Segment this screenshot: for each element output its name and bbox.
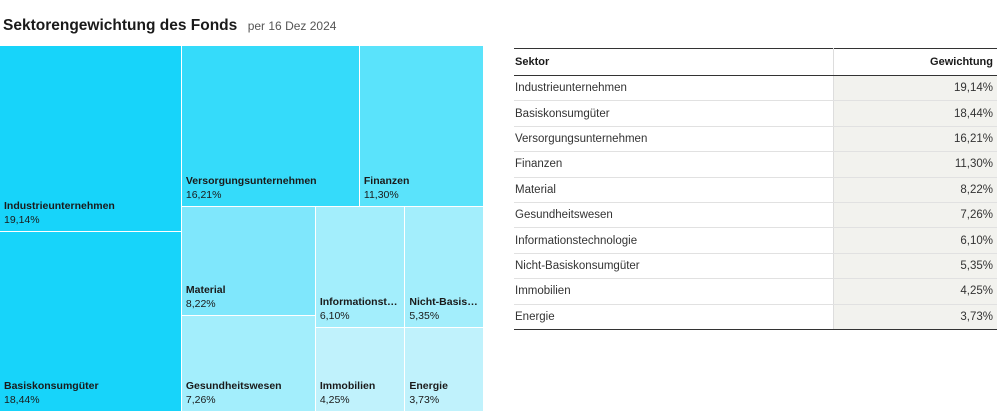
treemap-sector-name: Industrieunternehmen [4,200,115,213]
sector-name-cell: Industrieunternehmen [514,75,835,102]
chart-header: Sektorengewichtung des Fonds per 16 Dez … [3,17,336,35]
table-row: Material 8,22% [514,177,997,203]
treemap-sector-name: Nicht-Basisk... [409,295,480,308]
treemap-cell: Nicht-Basisk... 5,35% [405,207,484,328]
treemap-cell-label: Finanzen 11,30% [364,174,480,202]
sector-weight-cell: 11,30% [833,151,997,178]
treemap-sector-name: Finanzen [363,175,410,188]
sector-weight-cell: 8,22% [833,177,997,203]
treemap-cell: Versorgungsunternehmen 16,21% [181,46,360,208]
treemap-sector-name: Immobilien [319,379,376,392]
table-row: Immobilien 4,25% [514,278,997,305]
treemap-sector-value: 3,73% [409,393,440,406]
treemap-sector-name: Material [185,283,226,296]
chart-title: Sektorengewichtung des Fonds [3,17,238,34]
sector-weight-cell: 5,35% [833,253,997,280]
treemap-cell-label: Basiskonsumgüter 18,44% [4,379,178,407]
treemap-cell-label: Versorgungsunternehmen 16,21% [186,174,356,202]
treemap-cell: Gesundheitswesen 7,26% [181,315,316,412]
table-row: Basiskonsumgüter 18,44% [514,100,997,127]
table-row: Informationstechnologie 6,10% [514,227,997,254]
sector-weight-cell: 6,10% [833,227,997,254]
chart-date: per 16 Dez 2024 [247,19,337,33]
treemap-sector-name: Energie [409,379,448,392]
treemap-sector-name: Gesundheitswesen [185,379,282,392]
treemap-cell: Informationstec... 6,10% [315,207,406,328]
column-header-weight: Gewichtung [833,48,997,76]
treemap-cell: Basiskonsumgüter 18,44% [0,232,182,412]
treemap-sector-value: 18,44% [4,393,40,406]
treemap-cell-label: Material 8,22% [186,283,312,311]
table-row: Finanzen 11,30% [514,151,997,178]
sector-name-cell: Energie [514,304,835,330]
table-header-row: Sektor Gewichtung [514,48,997,76]
treemap-cell-label: Energie 3,73% [409,379,480,407]
treemap-cell: Finanzen 11,30% [359,46,484,208]
treemap-cell: Immobilien 4,25% [315,327,406,412]
treemap-sector-value: 6,10% [319,309,350,322]
treemap-cell: Material 8,22% [181,207,316,316]
sector-table-container: Sektor Gewichtung Industrieunternehmen 19… [514,48,997,330]
treemap-sector-value: 19,14% [4,214,40,227]
treemap-cell-label: Industrieunternehmen 19,14% [4,199,178,227]
sector-weight-cell: 16,21% [833,126,997,153]
sector-weight-cell: 18,44% [833,100,997,127]
sector-weight-cell: 7,26% [833,202,997,229]
treemap-sector-value: 7,26% [185,393,216,406]
sector-name-cell: Informationstechnologie [514,227,835,254]
table-row: Gesundheitswesen 7,26% [514,202,997,229]
sector-name-cell: Versorgungsunternehmen [514,126,835,153]
sector-weight-cell: 3,73% [833,304,997,330]
table-row: Versorgungsunternehmen 16,21% [514,126,997,153]
sector-name-cell: Material [514,177,835,203]
treemap-cell-label: Gesundheitswesen 7,26% [186,379,312,407]
sector-name-cell: Nicht-Basiskonsumgüter [514,253,835,280]
table-body: Industrieunternehmen 19,14% Basiskonsumgüt… [514,75,997,330]
sector-treemap: Industrieunternehmen 19,14% Basiskonsumgüt… [0,46,484,412]
sector-weight-cell: 4,25% [833,278,997,305]
treemap-sector-value: 11,30% [363,189,399,202]
table-row: Industrieunternehmen 19,14% [514,75,997,102]
treemap-sector-value: 5,35% [409,309,440,322]
sector-name-cell: Basiskonsumgüter [514,100,835,127]
treemap-sector-name: Basiskonsumgüter [4,379,99,392]
table-row: Energie 3,73% [514,304,997,330]
sector-name-cell: Immobilien [514,278,835,305]
sector-weight-cell: 19,14% [833,75,997,102]
treemap-sector-value: 4,25% [319,393,350,406]
treemap-cell-label: Informationstec... 6,10% [320,295,402,323]
sector-name-cell: Gesundheitswesen [514,202,835,229]
treemap-sector-value: 16,21% [185,189,222,202]
table-row: Nicht-Basiskonsumgüter 5,35% [514,253,997,280]
treemap-sector-name: Versorgungsunternehmen [185,175,317,188]
treemap-cell-label: Immobilien 4,25% [320,379,402,407]
treemap-sector-value: 8,22% [185,297,216,310]
sector-name-cell: Finanzen [514,151,835,178]
treemap-cell: Industrieunternehmen 19,14% [0,46,182,233]
treemap-sector-name: Informationstec... [319,295,402,308]
treemap-cell-label: Nicht-Basisk... 5,35% [409,295,480,323]
column-header-sector: Sektor [514,48,835,76]
sector-table: Sektor Gewichtung Industrieunternehmen 19… [514,48,997,330]
treemap-cell: Energie 3,73% [405,327,484,412]
